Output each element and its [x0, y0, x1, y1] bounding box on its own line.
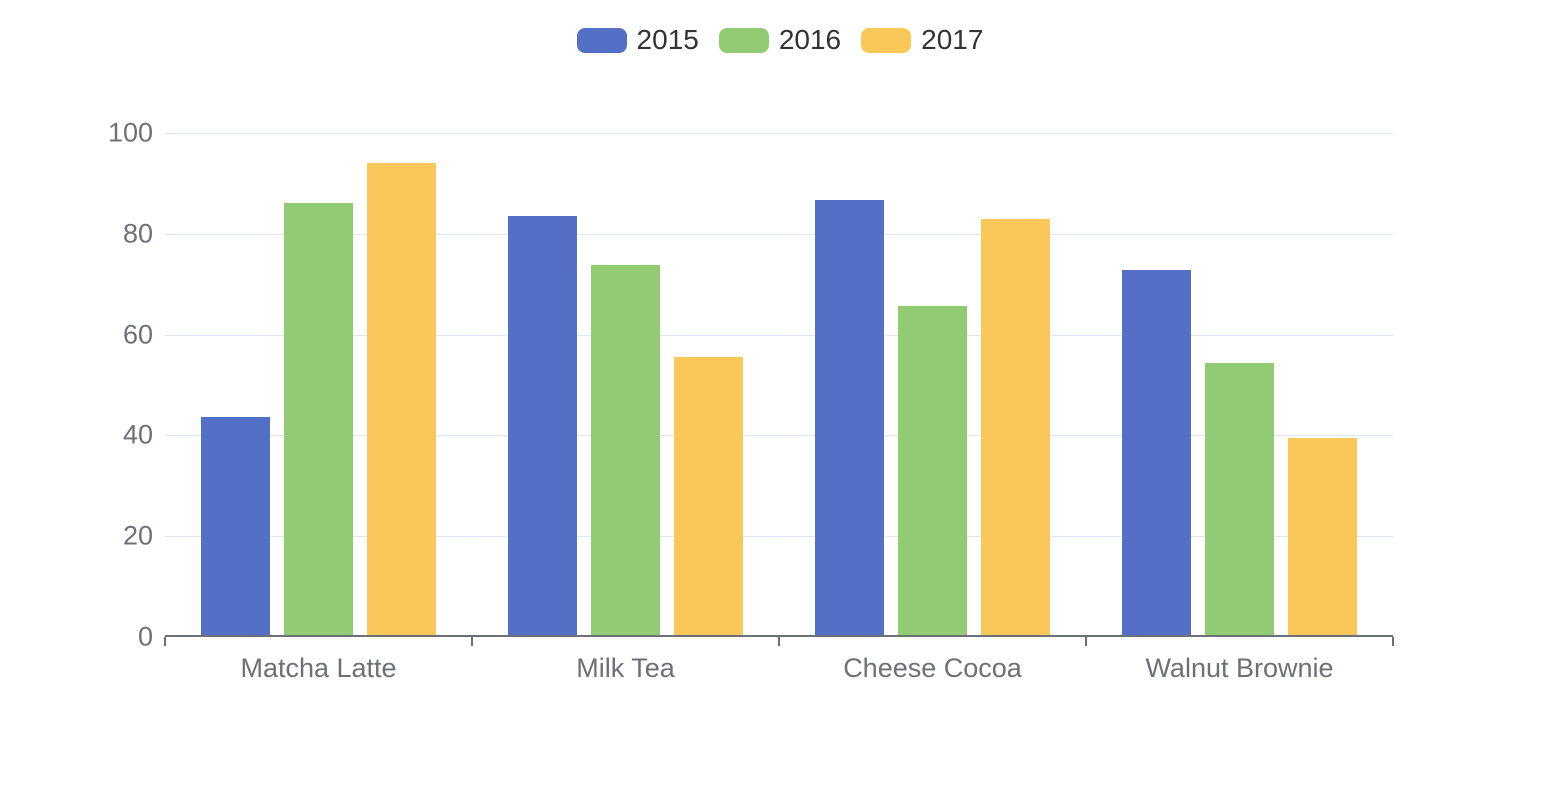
- x-axis-category-label-milk-tea: Milk Tea: [576, 653, 675, 683]
- plot-area: [165, 133, 1393, 637]
- legend-item-label: 2017: [921, 24, 984, 55]
- gridline: [165, 334, 1393, 336]
- y-axis-tick-label: 40: [122, 419, 153, 450]
- x-axis-tick: [778, 637, 780, 646]
- gridline: [165, 133, 1393, 134]
- legend-item-2016[interactable]: 2016: [718, 22, 842, 58]
- bar-2015-walnut-brownie[interactable]: [1122, 270, 1191, 635]
- y-axis-tick-label: 80: [122, 218, 153, 249]
- legend-color-swatch: [576, 27, 627, 53]
- gridline: [165, 435, 1393, 437]
- legend-color-swatch: [718, 27, 769, 53]
- x-axis-category-label-walnut-brownie: Walnut Brownie: [1145, 653, 1334, 683]
- x-axis-tick: [1392, 637, 1394, 646]
- legend-item-label: 2015: [636, 24, 699, 55]
- legend-color-swatch: [861, 27, 912, 53]
- x-axis-tick: [164, 637, 166, 646]
- bar-2016-cheese-cocoa[interactable]: [898, 306, 967, 635]
- legend-item-2017[interactable]: 2017: [861, 22, 983, 58]
- gridline: [165, 536, 1393, 538]
- bar-2016-walnut-brownie[interactable]: [1205, 363, 1274, 635]
- bar-2017-walnut-brownie[interactable]: [1288, 437, 1357, 635]
- x-axis-category-label-cheese-cocoa: Cheese Cocoa: [843, 653, 1022, 683]
- y-axis-tick-label: 60: [122, 319, 153, 350]
- bar-2017-milk-tea[interactable]: [674, 357, 743, 635]
- legend: 2015 2016 2017: [0, 22, 1560, 58]
- bar-2016-matcha-latte[interactable]: [284, 202, 353, 635]
- bar-2015-cheese-cocoa[interactable]: [815, 199, 884, 635]
- x-axis-tick: [471, 637, 473, 646]
- bar-2015-milk-tea[interactable]: [508, 216, 577, 635]
- y-axis-tick-label: 20: [122, 520, 153, 551]
- bar-2017-cheese-cocoa[interactable]: [981, 219, 1050, 635]
- x-axis-category-label-matcha-latte: Matcha Latte: [240, 653, 397, 683]
- x-axis-tick: [1085, 637, 1087, 646]
- legend-item-label: 2016: [778, 24, 842, 55]
- y-axis-tick-label: 0: [137, 621, 153, 652]
- bar-2017-matcha-latte[interactable]: [367, 162, 436, 635]
- legend-item-2015[interactable]: 2015: [576, 22, 699, 58]
- bar-2016-milk-tea[interactable]: [591, 265, 660, 635]
- y-axis-tick-label: 100: [107, 117, 153, 148]
- bar-2015-matcha-latte[interactable]: [201, 416, 270, 635]
- gridline: [165, 233, 1393, 235]
